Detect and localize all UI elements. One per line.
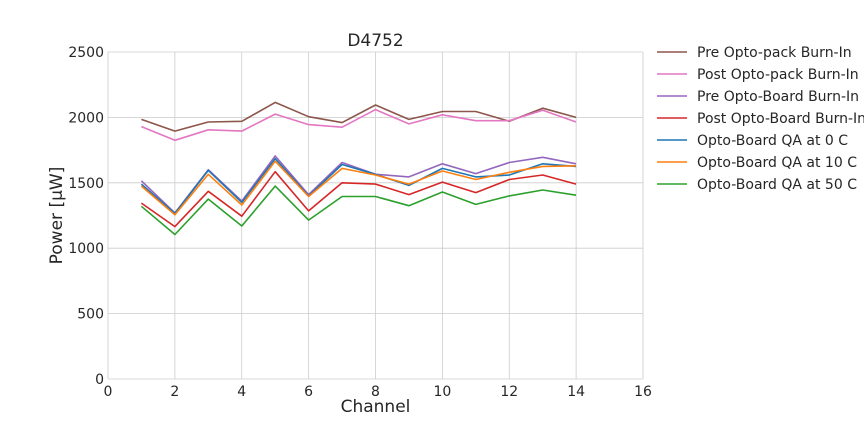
legend-label: Post Opto-pack Burn-In	[697, 67, 859, 83]
series-line-4	[140, 170, 577, 228]
legend-label: Opto-Board QA at 50 C	[697, 177, 857, 193]
y-tick-label: 2500	[68, 45, 104, 61]
x-tick-label: 12	[500, 384, 518, 400]
legend-label: Pre Opto-pack Burn-In	[697, 45, 852, 61]
y-tick-label: 1500	[68, 176, 104, 192]
x-tick-label: 10	[433, 384, 451, 400]
y-tick-label: 0	[95, 372, 104, 388]
y-tick-label: 500	[77, 307, 104, 323]
grid	[107, 51, 644, 380]
chart-title: D4752	[347, 31, 403, 51]
series-line-7	[140, 185, 577, 236]
tick-labels: 0 2 4 6 8 10 12 14 16 0 500 1000 1500 2000 2500	[68, 45, 652, 400]
legend-label: Pre Opto-Board Burn-In	[697, 89, 859, 105]
legend-label: Opto-Board QA at 10 C	[697, 155, 857, 171]
legend: Pre Opto-pack Burn-In Post Opto-pack Burn…	[657, 45, 864, 193]
series-line-5	[140, 157, 577, 215]
y-tick-label: 2000	[68, 110, 104, 126]
y-tick-label: 1000	[68, 241, 104, 257]
legend-label: Opto-Board QA at 0 C	[697, 133, 848, 149]
series-line-6	[140, 160, 577, 216]
x-tick-label: 6	[304, 384, 313, 400]
x-tick-label: 16	[634, 384, 652, 400]
series-line-1	[141, 101, 577, 132]
series-lines	[140, 101, 577, 236]
x-tick-label: 14	[567, 384, 585, 400]
x-tick-label: 0	[104, 384, 113, 400]
x-tick-label: 8	[371, 384, 380, 400]
legend-label: Post Opto-Board Burn-In	[697, 111, 864, 127]
y-axis-title: Power [μW]	[47, 167, 67, 265]
x-tick-label: 2	[170, 384, 179, 400]
series-line-2	[141, 108, 577, 142]
x-axis-title: Channel	[341, 397, 411, 417]
x-tick-label: 4	[237, 384, 246, 400]
